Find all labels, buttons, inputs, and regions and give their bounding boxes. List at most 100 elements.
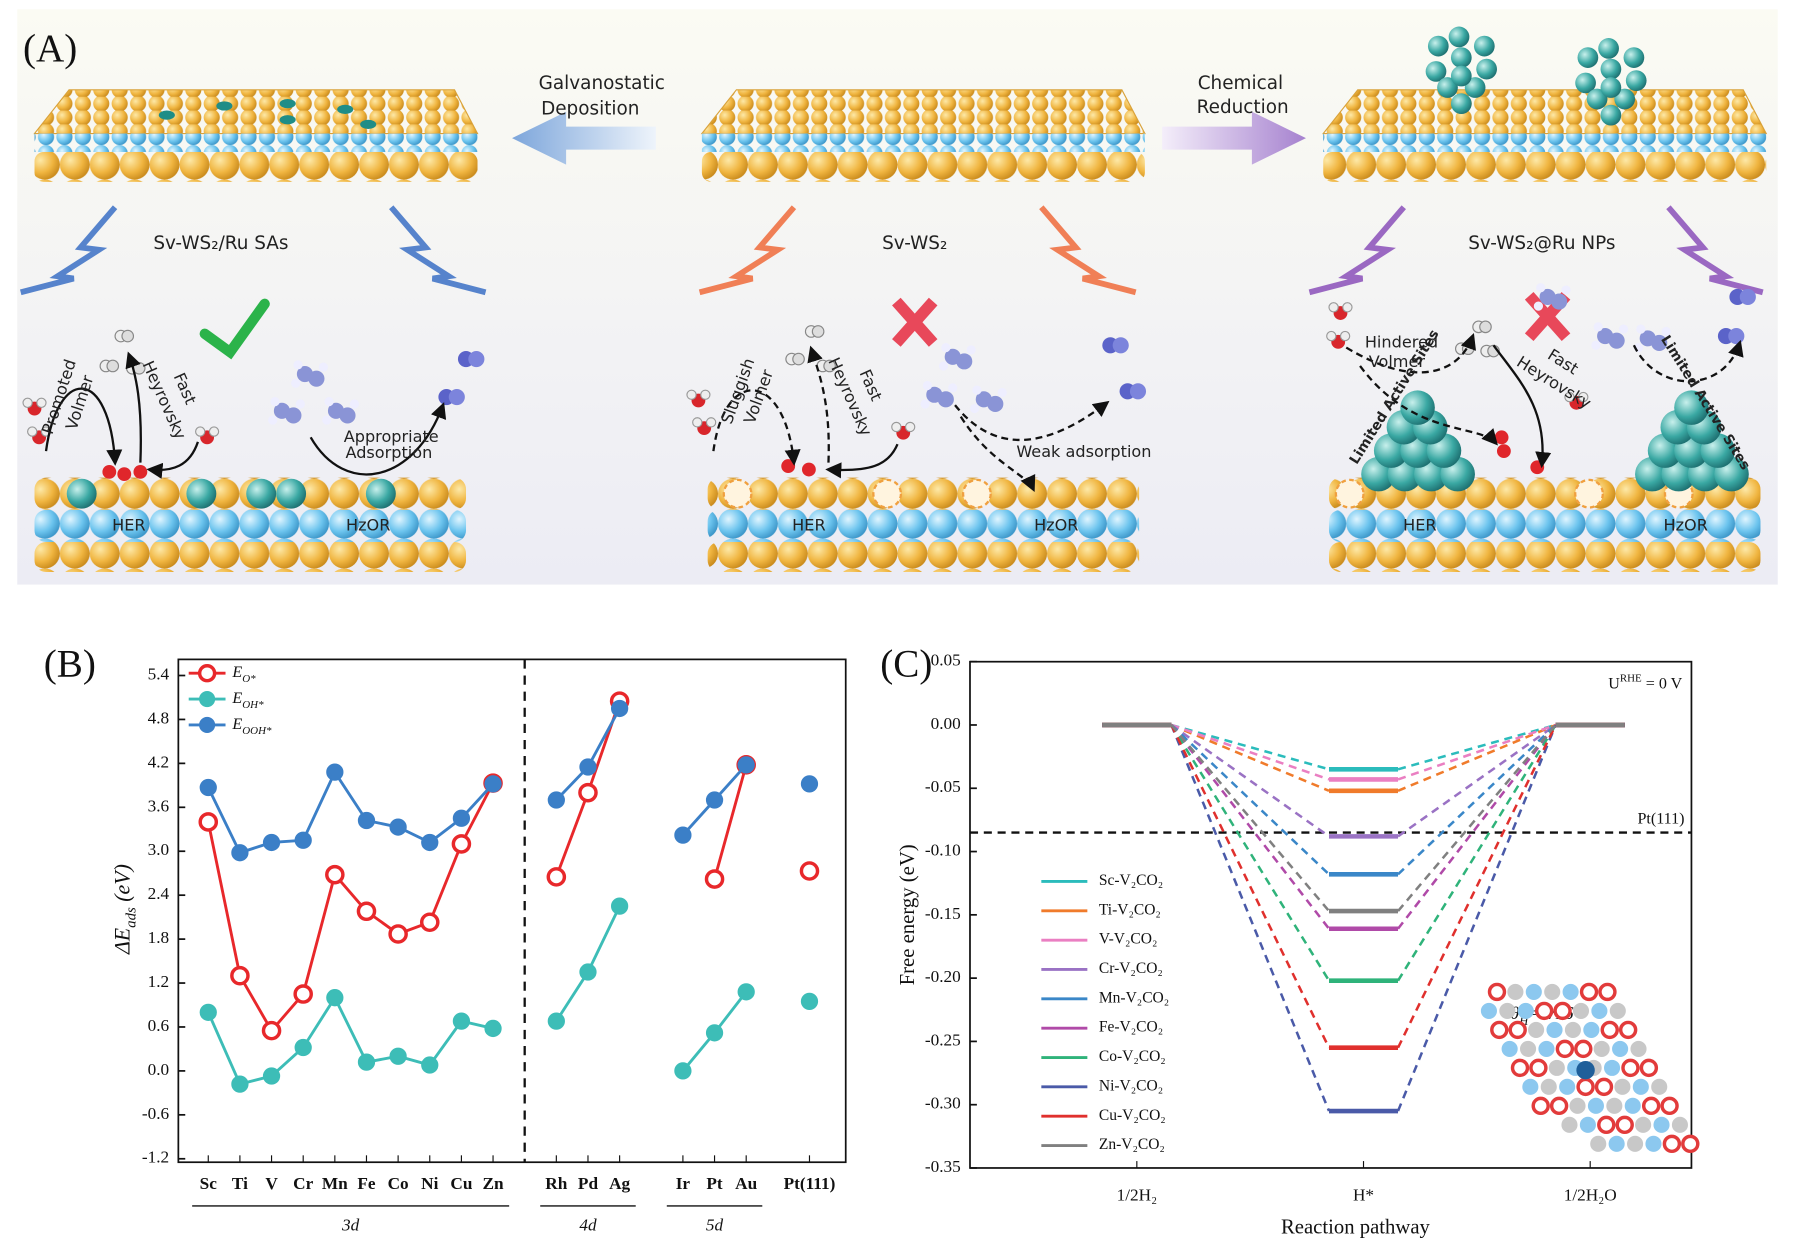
x-axis-title: Reaction pathway [1281,1217,1431,1239]
hydrogen [121,329,135,343]
reaction-arrow [807,345,830,463]
nanoparticle-atom [1450,93,1472,114]
hydrazine-atom [322,415,332,425]
data-point [547,1012,565,1030]
lattice-atom [1627,1135,1644,1152]
data-point [578,782,598,803]
step-label: Volmer [1369,352,1426,371]
lattice-atom [1525,983,1542,1000]
series-line [208,701,809,1031]
hydrazine-atom [997,387,1007,398]
lattice-atom [1614,1078,1631,1095]
reaction-arrow [1345,333,1476,374]
text-part: E [231,664,242,681]
hydrazine-atom [1561,285,1571,295]
lattice-atom [1507,983,1524,1000]
y-tick-label: 0.6 [148,1016,170,1035]
nanoparticle-atom [1450,65,1472,87]
legend-label: Ti-V₂CO₂ [1099,901,1161,918]
hydrogen [1564,391,1575,403]
group-label: 5d [706,1216,724,1235]
hydrogen [106,359,120,373]
y-tick-label: 0.05 [931,651,961,670]
reaction-label: HER [112,515,145,534]
data-point [294,1038,312,1057]
y-tick-label: 1.8 [148,928,170,947]
y-tick-label: 0.00 [931,714,961,733]
hydrazine-atom [1593,322,1603,332]
hydrazine-atom [972,385,982,395]
connector [1397,723,1557,792]
text-part: OOH* [242,724,272,736]
lattice-atom [1576,1077,1595,1097]
hydrogen [1326,330,1337,342]
lattice-atom [1555,1039,1575,1059]
lattice-atom [1508,1020,1527,1040]
connector [1170,724,1330,930]
legend-label: Sc-V₂CO₂ [1099,872,1163,889]
data-point [231,844,249,862]
lattice-atom [1645,1135,1662,1152]
legend-label: EOOH* [231,716,272,737]
x-tick-label: Cu [450,1174,472,1193]
legend-label: V-V₂CO₂ [1099,931,1158,948]
process-arrow [512,111,656,165]
text-part: OH* [242,699,264,711]
x-tick-label: Pt(111) [784,1174,836,1193]
text-part: E [231,716,242,733]
data-point [326,989,344,1007]
hydrazine-atom [966,345,976,355]
nanoparticle-atom [1464,77,1486,98]
step-label: Weak adsorption [1016,442,1151,461]
y-tick-label: 2.4 [148,884,170,903]
lattice-atom [1590,1135,1607,1152]
lattice-atom [1564,1021,1581,1038]
hydrogen [1328,302,1339,313]
lattice-atom [1641,1096,1661,1116]
lattice-atom [1548,1059,1565,1076]
data-point [199,778,217,797]
reaction-arrow [825,443,899,479]
data-point [452,809,471,827]
lattice-atom [1562,983,1579,1000]
nitrogen [1739,288,1756,305]
nitrogen [468,351,485,368]
hydrazine-atom [285,407,302,424]
y-tick-label: 3.0 [148,840,170,859]
data-point [262,1067,281,1085]
substrate-bottom [34,542,467,572]
connector [1396,724,1557,982]
y-tick-label: 4.8 [148,708,170,727]
nanoparticle-atom [1625,70,1647,91]
reaction-label: HzOR [346,515,390,534]
ru-single-atom [365,478,396,509]
single-atom [360,119,377,129]
hydrazine-atom [268,415,278,425]
hydrazine-atom [922,380,933,391]
text-part: ΔE [110,928,134,955]
lattice-atom [1660,1096,1679,1116]
data-point [799,861,820,881]
group-label: 3d [341,1216,360,1235]
hydrogen [208,426,220,437]
text-part: O* [242,673,256,685]
adsorbate [801,462,816,477]
y-tick-label: -0.15 [925,904,961,923]
data-point [356,901,377,922]
text-part: ads [124,907,140,928]
hydrogen [36,397,47,408]
hydrazine-atom [969,403,980,414]
nanoparticle-atom [1577,47,1599,68]
data-point [737,756,755,774]
zigzag [389,205,487,296]
reaction-arrow [954,400,1110,441]
nanoparticle-atom [1427,35,1449,57]
data-point [262,833,281,852]
material-label: Sv-WS₂@Ru NPs [1468,233,1615,254]
lattice-atom [1609,1002,1626,1019]
arrow-label: Deposition [541,98,639,119]
panel-b: (B) -1.2 -0.6 0.0 0.6 1.2 1.8 2.4 3.0 3.6 4.2 4.8 5.… [44,642,847,1235]
text-part: = 0 V [1642,675,1683,692]
hydrazine-atom [295,399,305,409]
